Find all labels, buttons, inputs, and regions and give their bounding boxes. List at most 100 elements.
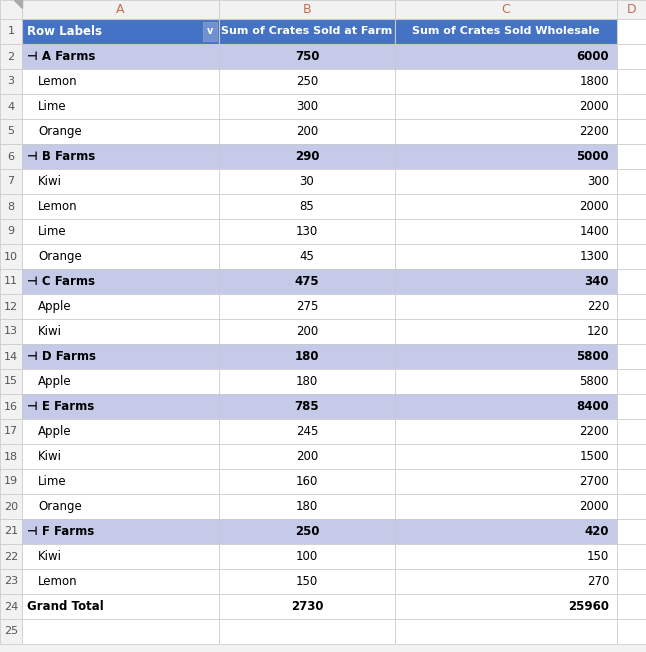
- Text: 8400: 8400: [576, 400, 609, 413]
- Text: 785: 785: [295, 400, 319, 413]
- Text: Sum of Crates Sold Wholesale: Sum of Crates Sold Wholesale: [412, 27, 600, 37]
- Bar: [395, 419, 617, 444]
- Bar: [0, 194, 22, 219]
- Bar: [219, 19, 395, 44]
- Bar: [22, 444, 219, 469]
- Text: 2700: 2700: [579, 475, 609, 488]
- Bar: [395, 494, 617, 519]
- Text: 2730: 2730: [291, 600, 323, 613]
- Text: 2000: 2000: [579, 200, 609, 213]
- Text: 475: 475: [295, 275, 319, 288]
- Text: 300: 300: [587, 175, 609, 188]
- Bar: [22, 319, 219, 344]
- Bar: [22, 469, 219, 494]
- Text: 23: 23: [4, 576, 18, 587]
- Text: 200: 200: [296, 450, 318, 463]
- Bar: [0, 494, 22, 519]
- Bar: [617, 344, 646, 369]
- Text: 6000: 6000: [576, 50, 609, 63]
- Text: Row Labels: Row Labels: [27, 25, 102, 38]
- Text: 220: 220: [587, 300, 609, 313]
- Text: 16: 16: [4, 402, 18, 411]
- Bar: [0, 94, 22, 119]
- Text: 1400: 1400: [579, 225, 609, 238]
- Text: 8: 8: [8, 201, 15, 211]
- Bar: [395, 444, 617, 469]
- Text: C: C: [502, 3, 510, 16]
- Bar: [22, 69, 219, 94]
- Text: Orange: Orange: [38, 250, 82, 263]
- Bar: [395, 469, 617, 494]
- Bar: [22, 269, 219, 294]
- Text: Kiwi: Kiwi: [38, 450, 62, 463]
- Bar: [617, 469, 646, 494]
- Bar: [22, 19, 219, 44]
- Bar: [395, 519, 617, 544]
- Text: 9: 9: [8, 226, 15, 237]
- Text: 180: 180: [296, 375, 318, 388]
- Bar: [617, 394, 646, 419]
- Bar: [395, 219, 617, 244]
- Text: 85: 85: [300, 200, 315, 213]
- Bar: [203, 22, 217, 41]
- Bar: [219, 69, 395, 94]
- Text: 19: 19: [4, 477, 18, 486]
- Bar: [395, 169, 617, 194]
- Bar: [617, 44, 646, 69]
- Text: 2200: 2200: [579, 125, 609, 138]
- Bar: [22, 294, 219, 319]
- Bar: [395, 619, 617, 644]
- Text: 45: 45: [300, 250, 315, 263]
- Bar: [617, 419, 646, 444]
- Text: Orange: Orange: [38, 500, 82, 513]
- Text: 200: 200: [296, 325, 318, 338]
- Bar: [22, 569, 219, 594]
- Bar: [617, 0, 646, 19]
- Text: ⊣ A Farms: ⊣ A Farms: [27, 50, 96, 63]
- Bar: [219, 494, 395, 519]
- Bar: [395, 569, 617, 594]
- Bar: [219, 119, 395, 144]
- Text: 25: 25: [4, 627, 18, 636]
- Bar: [0, 569, 22, 594]
- Bar: [0, 594, 22, 619]
- Text: 2200: 2200: [579, 425, 609, 438]
- Text: 245: 245: [296, 425, 318, 438]
- Bar: [617, 519, 646, 544]
- Bar: [22, 144, 219, 169]
- Bar: [395, 144, 617, 169]
- Text: 13: 13: [4, 327, 18, 336]
- Text: Kiwi: Kiwi: [38, 175, 62, 188]
- Bar: [617, 219, 646, 244]
- Bar: [0, 519, 22, 544]
- Bar: [617, 319, 646, 344]
- Bar: [617, 119, 646, 144]
- Bar: [395, 19, 617, 44]
- Bar: [219, 469, 395, 494]
- Bar: [617, 369, 646, 394]
- Text: Lemon: Lemon: [38, 200, 78, 213]
- Text: Kiwi: Kiwi: [38, 550, 62, 563]
- Text: 5000: 5000: [576, 150, 609, 163]
- Bar: [22, 369, 219, 394]
- Text: A: A: [116, 3, 125, 16]
- Bar: [617, 619, 646, 644]
- Text: 250: 250: [296, 75, 318, 88]
- Text: Grand Total: Grand Total: [27, 600, 104, 613]
- Text: 1500: 1500: [579, 450, 609, 463]
- Bar: [0, 294, 22, 319]
- Bar: [219, 569, 395, 594]
- Bar: [219, 94, 395, 119]
- Text: 6: 6: [8, 151, 14, 162]
- Text: Apple: Apple: [38, 425, 72, 438]
- Text: 420: 420: [585, 525, 609, 538]
- Text: 250: 250: [295, 525, 319, 538]
- Polygon shape: [14, 0, 22, 8]
- Text: Orange: Orange: [38, 125, 82, 138]
- Text: Apple: Apple: [38, 300, 72, 313]
- Text: Lemon: Lemon: [38, 75, 78, 88]
- Text: 100: 100: [296, 550, 318, 563]
- Bar: [219, 394, 395, 419]
- Bar: [219, 519, 395, 544]
- Bar: [617, 194, 646, 219]
